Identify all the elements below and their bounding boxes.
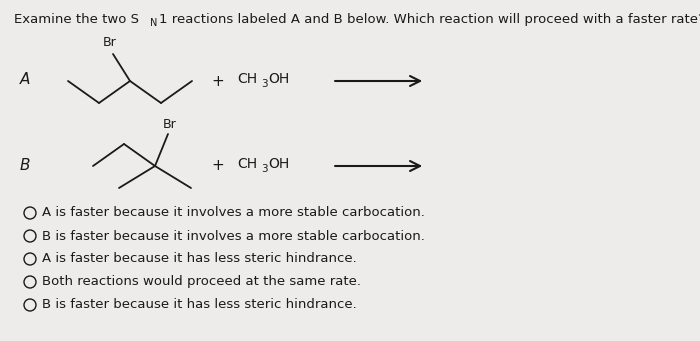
Text: A is faster because it has less steric hindrance.: A is faster because it has less steric h… xyxy=(42,252,357,266)
Text: A is faster because it involves a more stable carbocation.: A is faster because it involves a more s… xyxy=(42,207,425,220)
Text: 1 reactions labeled A and B below. Which reaction will proceed with a faster rat: 1 reactions labeled A and B below. Which… xyxy=(159,13,700,26)
Text: 3: 3 xyxy=(261,164,267,174)
Text: Br: Br xyxy=(163,118,176,131)
Text: N: N xyxy=(150,18,158,28)
Text: +: + xyxy=(211,74,225,89)
Text: Both reactions would proceed at the same rate.: Both reactions would proceed at the same… xyxy=(42,276,361,288)
Text: Examine the two S: Examine the two S xyxy=(14,13,139,26)
Text: 3: 3 xyxy=(261,79,267,89)
Text: B: B xyxy=(20,159,31,174)
Text: CH: CH xyxy=(237,72,257,86)
Text: +: + xyxy=(211,159,225,174)
Text: OH: OH xyxy=(268,72,289,86)
Text: A: A xyxy=(20,72,30,87)
Text: B is faster because it involves a more stable carbocation.: B is faster because it involves a more s… xyxy=(42,229,425,242)
Text: B is faster because it has less steric hindrance.: B is faster because it has less steric h… xyxy=(42,298,357,311)
Text: Br: Br xyxy=(103,36,117,49)
Text: CH: CH xyxy=(237,157,257,171)
Text: OH: OH xyxy=(268,157,289,171)
